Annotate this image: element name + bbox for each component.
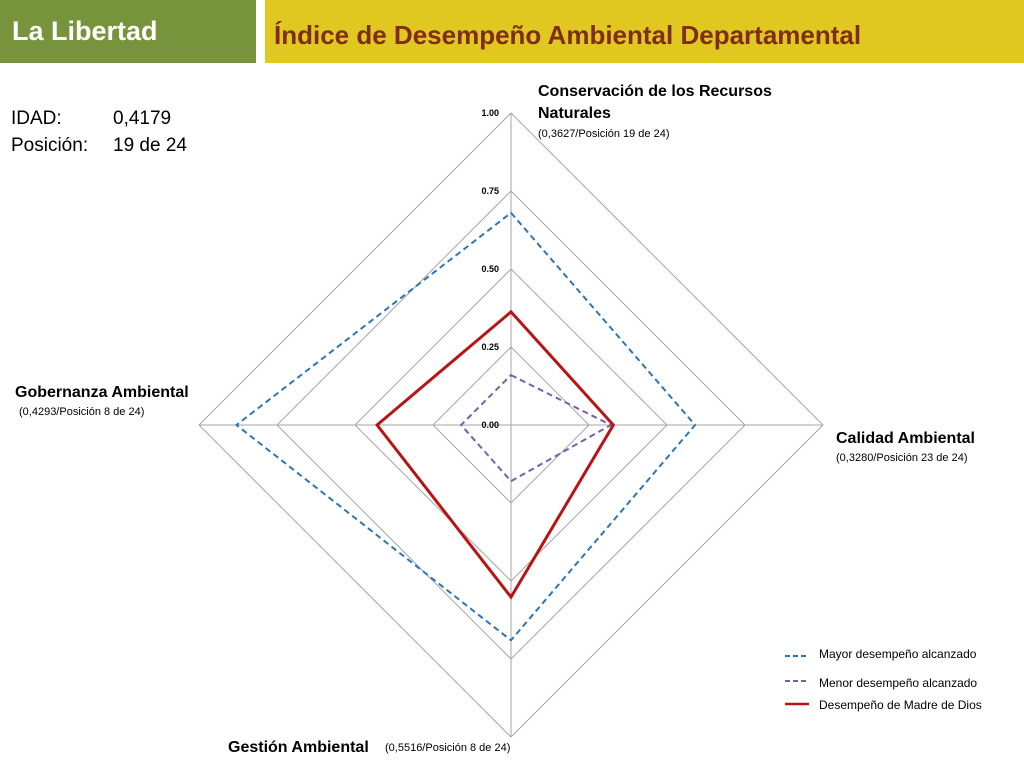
radar-ring — [276, 190, 746, 660]
radar-ring — [354, 268, 668, 582]
tick-label: 0.25 — [481, 342, 499, 352]
radar-grid — [198, 112, 824, 738]
series-polygon — [459, 373, 613, 483]
radar-ring — [432, 346, 590, 504]
axis-title-governance: Gobernanza Ambiental — [15, 384, 189, 401]
header-region-panel — [0, 0, 256, 63]
radar-ring — [198, 112, 824, 738]
radar-tick-labels: 0.00 0.25 0.50 0.75 1.00 — [481, 108, 499, 430]
tick-label: 0.50 — [481, 264, 499, 274]
axis-title-quality: Calidad Ambiental — [836, 430, 975, 447]
region-title: La Libertad — [12, 16, 158, 46]
series-polygon — [234, 211, 697, 642]
legend-label-max: Mayor desempeño alcanzado — [819, 647, 977, 661]
axis-title-management: Gestión Ambiental — [228, 739, 369, 756]
header-title-panel — [265, 0, 1024, 63]
tick-label: 0.75 — [481, 186, 499, 196]
series-polygon — [374, 309, 616, 600]
legend-label-region: Desempeño de Madre de Dios — [819, 698, 982, 712]
axis-sub-quality: (0,3280/Posición 23 de 24) — [836, 452, 968, 464]
page-title: Índice de Desempeño Ambiental Departamen… — [274, 20, 862, 50]
position-value: 19 de 24 — [113, 135, 187, 156]
axis-title-conservation-line2: Naturales — [538, 105, 611, 122]
idad-label: IDAD: — [11, 108, 62, 129]
axis-sub-governance: (0,4293/Posición 8 de 24) — [19, 406, 145, 418]
radar-series — [234, 211, 697, 642]
legend-label-min: Menor desempeño alcanzado — [819, 676, 978, 690]
axis-sub-conservation: (0,3627/Posición 19 de 24) — [538, 128, 670, 140]
idad-value: 0,4179 — [113, 108, 172, 129]
tick-label: 0.00 — [481, 420, 499, 430]
axis-sub-management: (0,5516/Posición 8 de 24) — [385, 742, 511, 754]
legend-lines — [785, 655, 809, 706]
tick-label: 1.00 — [481, 108, 499, 118]
position-label: Posición: — [11, 135, 89, 156]
axis-title-conservation: Conservación de los Recursos — [538, 83, 772, 100]
